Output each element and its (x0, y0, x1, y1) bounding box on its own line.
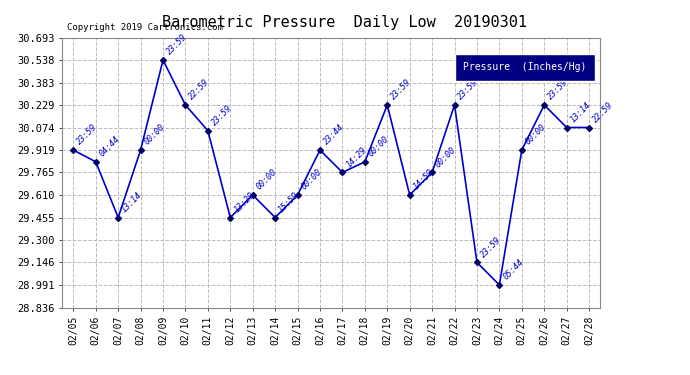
Text: 00:00: 00:00 (366, 135, 391, 159)
Text: 00:00: 00:00 (434, 145, 458, 169)
Text: 22:59: 22:59 (591, 100, 615, 124)
Text: 23:59: 23:59 (165, 33, 189, 57)
Text: 23:44: 23:44 (322, 123, 346, 147)
Text: 00:00: 00:00 (255, 168, 279, 192)
Text: 14:59: 14:59 (411, 168, 435, 192)
Text: 13:14: 13:14 (120, 190, 144, 214)
Text: 15:59: 15:59 (277, 190, 301, 214)
Text: 23:59: 23:59 (389, 78, 413, 102)
Text: Pressure  (Inches/Hg): Pressure (Inches/Hg) (463, 62, 586, 72)
Text: 00:00: 00:00 (524, 123, 548, 147)
Text: 13:29: 13:29 (232, 190, 256, 214)
Text: 23:59: 23:59 (546, 78, 570, 102)
Text: 23:59: 23:59 (210, 104, 234, 128)
Text: 14:29: 14:29 (344, 145, 368, 169)
Text: 22:59: 22:59 (187, 78, 211, 102)
Text: Copyright 2019 Cartronics.com: Copyright 2019 Cartronics.com (68, 23, 224, 32)
Text: 04:44: 04:44 (97, 135, 121, 159)
Text: Barometric Pressure  Daily Low  20190301: Barometric Pressure Daily Low 20190301 (163, 15, 527, 30)
Text: 05:44: 05:44 (501, 258, 525, 282)
Text: 00:00: 00:00 (142, 123, 166, 147)
Text: 23:59: 23:59 (456, 78, 480, 102)
Text: 23:59: 23:59 (479, 235, 503, 259)
Text: 13:14: 13:14 (569, 100, 593, 124)
Text: 00:00: 00:00 (299, 168, 324, 192)
FancyBboxPatch shape (455, 54, 595, 81)
Text: 23:59: 23:59 (75, 123, 99, 147)
